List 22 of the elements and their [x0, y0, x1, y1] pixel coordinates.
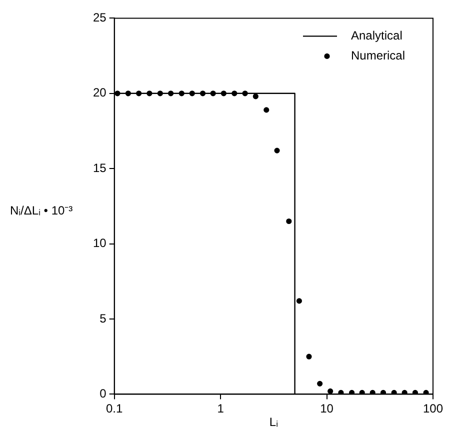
point: [296, 298, 302, 304]
y-tick-label: 5: [100, 311, 107, 326]
y-tick-label: 20: [92, 86, 107, 100]
point: [328, 388, 334, 394]
point: [317, 380, 323, 386]
y-tick-label: 0: [100, 386, 107, 401]
y-tick-label: 15: [92, 160, 107, 175]
y-axis-title: Nᵢ/ΔLᵢ • 10⁻³: [10, 204, 73, 218]
point: [286, 218, 292, 224]
x-axis-title: Lᵢ: [269, 415, 278, 430]
x-tick-label: 0.1: [106, 402, 124, 416]
x-tick-label: 1: [217, 402, 224, 416]
point: [264, 107, 270, 113]
x-tick-label: 100: [422, 402, 444, 416]
legend-label: Numerical: [351, 48, 406, 63]
x-tick-label: 10: [320, 402, 334, 416]
point: [306, 354, 312, 360]
legend-label: Analytical: [351, 28, 402, 43]
y-tick-label: 10: [92, 236, 107, 250]
point: [252, 94, 258, 100]
point: [274, 148, 280, 154]
y-tick-label: 25: [92, 10, 107, 25]
